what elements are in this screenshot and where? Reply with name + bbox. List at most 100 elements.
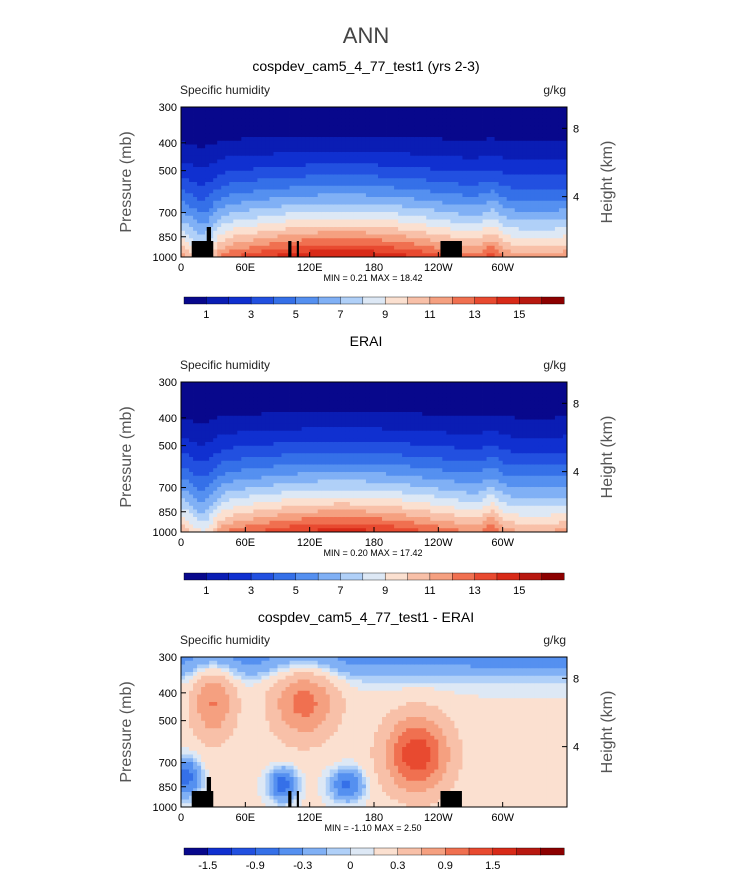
heatmap-cell — [341, 212, 347, 217]
heatmap-cell — [498, 140, 504, 145]
heatmap-cell — [189, 163, 194, 168]
heatmap-cell — [193, 524, 198, 529]
heatmap-cell — [502, 253, 508, 258]
heatmap-cell — [466, 163, 471, 168]
heatmap-cell — [454, 155, 459, 160]
heatmap-cell — [285, 200, 290, 205]
heatmap-cell — [341, 238, 347, 243]
heatmap-cell — [390, 219, 395, 224]
heatmap-cell — [225, 163, 230, 168]
heatmap-cell — [209, 513, 214, 518]
heatmap-cell — [550, 129, 556, 134]
heatmap-cell — [506, 230, 512, 235]
heatmap-cell — [442, 208, 447, 213]
heatmap-cell — [237, 253, 242, 258]
heatmap-cell — [233, 118, 238, 123]
heatmap-cell — [454, 208, 459, 213]
heatmap-cell — [386, 238, 391, 243]
heatmap-cell — [305, 122, 311, 127]
heatmap-cell — [406, 129, 411, 134]
heatmap-cell — [333, 245, 339, 250]
heatmap-cell — [257, 412, 262, 417]
heatmap-cell — [217, 212, 222, 217]
heatmap-cell — [478, 242, 483, 247]
heatmap-cell — [253, 517, 258, 522]
heatmap-cell — [494, 178, 500, 183]
heatmap-cell — [357, 223, 363, 228]
heatmap-cell — [510, 129, 516, 134]
heatmap-cell — [398, 234, 403, 239]
heatmap-cell — [305, 110, 311, 115]
heatmap-cell — [490, 114, 496, 119]
heatmap-cell — [305, 167, 311, 172]
heatmap-cell — [205, 460, 210, 465]
heatmap-cell — [185, 438, 190, 443]
heatmap-cell — [261, 167, 266, 172]
heatmap-cell — [482, 174, 487, 179]
heatmap-cell — [205, 509, 210, 514]
heatmap-cell — [237, 193, 242, 198]
heatmap-cell — [185, 245, 190, 250]
heatmap-cell — [277, 505, 282, 510]
heatmap-cell — [317, 245, 323, 250]
heatmap-cell — [410, 230, 415, 235]
heatmap-cell — [261, 490, 266, 495]
heatmap-cell — [341, 140, 347, 145]
heatmap-cell — [221, 185, 226, 190]
heatmap-cell — [317, 234, 323, 239]
heatmap-cell — [534, 223, 540, 228]
heatmap-cell — [313, 193, 319, 198]
heatmap-cell — [478, 200, 483, 205]
heatmap-cell — [185, 167, 190, 172]
heatmap-cell — [410, 223, 415, 228]
heatmap-cell — [265, 502, 270, 507]
heatmap-cell — [482, 140, 487, 145]
heatmap-cell — [325, 152, 331, 157]
heatmap-cell — [490, 249, 496, 254]
heatmap-cell — [205, 122, 210, 127]
heatmap-cell — [297, 159, 303, 164]
heatmap-cell — [245, 253, 250, 258]
heatmap-cell — [386, 163, 391, 168]
heatmap-cell — [253, 445, 258, 450]
heatmap-cell — [313, 185, 319, 190]
heatmap-cell — [189, 524, 194, 529]
heatmap-cell — [446, 238, 451, 243]
heatmap-cell — [554, 122, 560, 127]
heatmap-cell — [253, 520, 258, 525]
heatmap-cell — [394, 174, 399, 179]
heatmap-cell — [554, 118, 560, 123]
heatmap-cell — [538, 223, 544, 228]
heatmap-cell — [502, 144, 508, 149]
heatmap-cell — [189, 412, 194, 417]
heatmap-cell — [245, 517, 250, 522]
heatmap-cell — [418, 114, 423, 119]
heatmap-cell — [402, 200, 407, 205]
heatmap-cell — [269, 223, 274, 228]
heatmap-cell — [257, 219, 262, 224]
heatmap-cell — [398, 110, 403, 115]
heatmap-cell — [378, 200, 383, 205]
heatmap-cell — [562, 185, 568, 190]
heatmap-cell — [269, 193, 274, 198]
heatmap-cell — [261, 528, 266, 533]
heatmap-cell — [277, 483, 282, 488]
heatmap-cell — [253, 159, 258, 164]
heatmap-cell — [329, 125, 335, 130]
heatmap-cell — [378, 249, 383, 254]
heatmap-cell — [281, 505, 286, 510]
colorbar-swatch — [452, 296, 476, 305]
heatmap-cell — [378, 230, 383, 235]
heatmap-cell — [490, 174, 496, 179]
heatmap-cell — [494, 219, 500, 224]
heatmap-cell — [398, 212, 403, 217]
heatmap-cell — [462, 163, 467, 168]
heatmap-cell — [337, 163, 343, 168]
heatmap-cell — [261, 412, 266, 417]
heatmap-cell — [269, 449, 274, 454]
heatmap-cell — [398, 223, 403, 228]
heatmap-cell — [281, 182, 286, 187]
heatmap-cell — [446, 152, 451, 157]
heatmap-cell — [410, 118, 415, 123]
heatmap-cell — [337, 238, 343, 243]
